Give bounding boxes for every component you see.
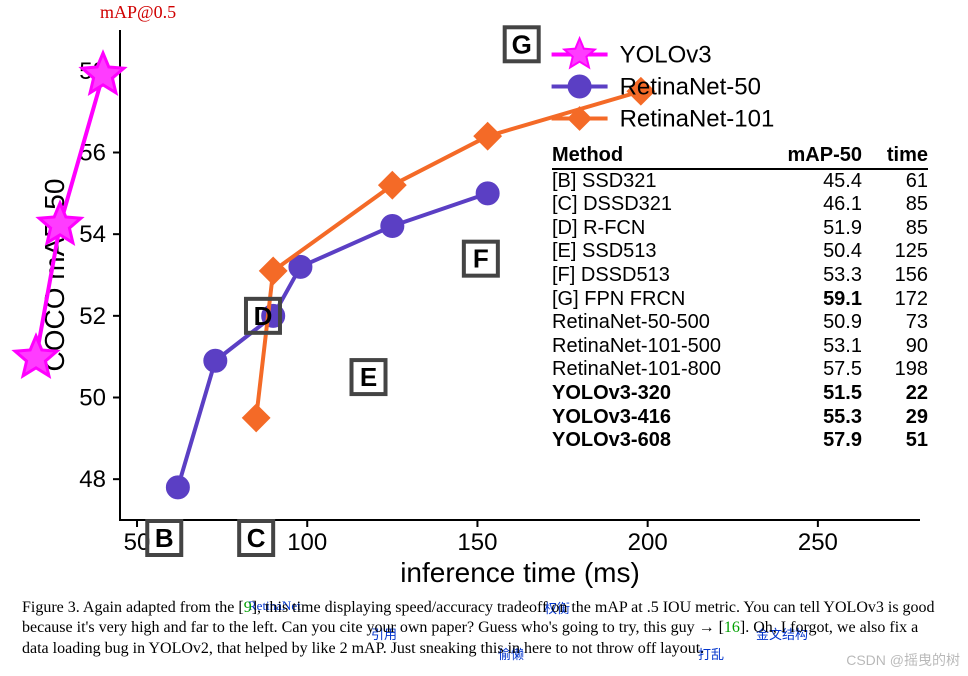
table-row: [G] FPN FRCN59.1172 <box>552 288 928 312</box>
svg-text:RetinaNet-50: RetinaNet-50 <box>620 74 761 101</box>
caption-cite-2: 16 <box>724 619 740 636</box>
svg-text:RetinaNet-101: RetinaNet-101 <box>620 106 775 133</box>
table-row: [E] SSD51350.4125 <box>552 240 928 264</box>
svg-text:E: E <box>360 362 377 392</box>
table-row: YOLOv3-60857.951 <box>552 429 928 453</box>
table-row: YOLOv3-41655.329 <box>552 406 928 430</box>
svg-text:YOLOv3: YOLOv3 <box>620 42 712 69</box>
annot-map-05: mAP@0.5 <box>100 2 176 23</box>
svg-text:48: 48 <box>79 466 106 493</box>
svg-text:250: 250 <box>798 529 838 556</box>
svg-text:C: C <box>247 523 266 553</box>
table-row: [C] DSSD32146.185 <box>552 193 928 217</box>
caption-cite-1: 9 <box>244 599 252 616</box>
svg-text:200: 200 <box>628 529 668 556</box>
table-row: [B] SSD32145.461 <box>552 170 928 194</box>
table-row: RetinaNet-101-50053.190 <box>552 335 928 359</box>
svg-text:50: 50 <box>79 385 106 412</box>
svg-text:G: G <box>512 29 532 59</box>
table-row: YOLOv3-32051.522 <box>552 382 928 406</box>
table-row: [F] DSSD51353.3156 <box>552 264 928 288</box>
svg-text:F: F <box>473 244 489 274</box>
table-row: [D] R-FCN51.985 <box>552 217 928 241</box>
results-table: MethodmAP-50time[B] SSD32145.461[C] DSSD… <box>552 144 928 453</box>
caption-prefix: Figure 3. Again adapted from the [ <box>22 599 244 616</box>
svg-text:D: D <box>254 301 273 331</box>
x-axis-label: inference time (ms) <box>400 557 640 588</box>
table-header: time <box>862 144 928 168</box>
table-header: mAP-50 <box>772 144 862 168</box>
svg-text:150: 150 <box>457 529 497 556</box>
svg-text:52: 52 <box>79 303 106 330</box>
table-row: RetinaNet-50-50050.973 <box>552 311 928 335</box>
watermark: CSDN @摇曳的树 <box>846 650 960 670</box>
table-header: Method <box>552 144 772 168</box>
table-row: RetinaNet-101-80057.5198 <box>552 358 928 382</box>
svg-text:B: B <box>155 523 174 553</box>
legend: YOLOv3 RetinaNet-50 RetinaNet-101 <box>552 39 775 133</box>
figure-caption: Figure 3. Again adapted from the [9], th… <box>22 598 948 659</box>
svg-text:100: 100 <box>287 529 327 556</box>
svg-text:54: 54 <box>79 221 106 248</box>
